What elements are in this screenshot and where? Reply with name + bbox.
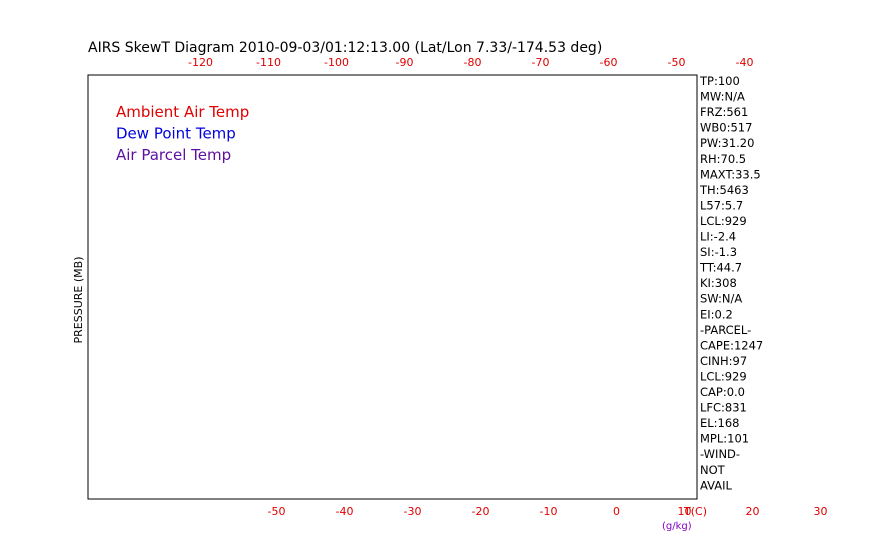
- top-temp-tick-label: -80: [464, 56, 482, 69]
- index-item: TP:100: [699, 74, 740, 88]
- top-temp-tick-label: -120: [188, 56, 213, 69]
- index-item: -WIND-: [700, 447, 740, 461]
- index-item: EI:0.2: [700, 307, 733, 321]
- top-temp-tick-label: -100: [324, 56, 349, 69]
- index-item: NOT: [700, 463, 726, 477]
- bottom-temp-tick-label: -20: [472, 505, 490, 518]
- index-item: SI:-1.3: [700, 245, 737, 259]
- index-item: WB0:517: [700, 121, 752, 135]
- top-temp-tick-label: -70: [532, 56, 550, 69]
- index-item: MPL:101: [700, 432, 749, 446]
- bottom-temp-tick-label: -50: [268, 505, 286, 518]
- bottom-temp-tick-label: 30: [814, 505, 828, 518]
- index-item: KI:308: [700, 276, 737, 290]
- bottom-temp-tick-label: 20: [746, 505, 760, 518]
- index-item: AVAIL: [700, 478, 733, 492]
- index-item: SW:N/A: [700, 292, 742, 306]
- legend: Ambient Air Temp Dew Point Temp Air Parcel…: [116, 103, 249, 164]
- index-item: LI:-2.4: [700, 230, 736, 244]
- index-item: LCL:929: [700, 369, 747, 383]
- legend-entry: Dew Point Temp: [116, 125, 236, 143]
- top-temp-tick-label: -60: [600, 56, 618, 69]
- index-item: PW:31.20: [700, 136, 754, 150]
- top-temp-tick-label: -40: [736, 56, 754, 69]
- index-item: FRZ:561: [700, 105, 748, 119]
- top-temp-tick-label: -90: [396, 56, 414, 69]
- bottom-temp-tick-label: -40: [336, 505, 354, 518]
- axis-labels: 1002003004005006007008009001000-50-40-30…: [72, 56, 828, 532]
- index-item: MW:N/A: [700, 90, 745, 104]
- index-item: CAPE:1247: [700, 338, 763, 352]
- temp-unit-label: T(C): [683, 505, 707, 518]
- index-item: TT:44.7: [699, 261, 742, 275]
- plot-frame: [87, 74, 698, 500]
- bottom-temp-tick-label: -30: [404, 505, 422, 518]
- chart-title: AIRS SkewT Diagram 2010-09-03/01:12:13.0…: [88, 40, 602, 56]
- legend-entry: Ambient Air Temp: [116, 103, 249, 121]
- index-item: L57:5.7: [700, 198, 743, 212]
- top-temp-tick-label: -50: [668, 56, 686, 69]
- top-temp-tick-label: -110: [256, 56, 281, 69]
- index-item: LCL:929: [700, 214, 747, 228]
- index-item: RH:70.5: [700, 152, 746, 166]
- index-item: MAXT:33.5: [700, 167, 761, 181]
- bottom-temp-tick-label: 0: [613, 505, 620, 518]
- index-item: EL:168: [700, 416, 740, 430]
- index-item: -PARCEL-: [700, 323, 751, 337]
- index-item: CAP:0.0: [700, 385, 745, 399]
- legend-entry: Air Parcel Temp: [116, 146, 231, 164]
- index-item: CINH:97: [700, 354, 747, 368]
- mixing-ratio-unit-label: (g/kg): [662, 521, 692, 532]
- index-item: LFC:831: [700, 401, 747, 415]
- index-item: TH:5463: [699, 183, 749, 197]
- bottom-temp-tick-label: 10: [678, 505, 692, 518]
- y-axis-title: PRESSURE (MB): [72, 257, 85, 344]
- bottom-temp-tick-label: -10: [540, 505, 558, 518]
